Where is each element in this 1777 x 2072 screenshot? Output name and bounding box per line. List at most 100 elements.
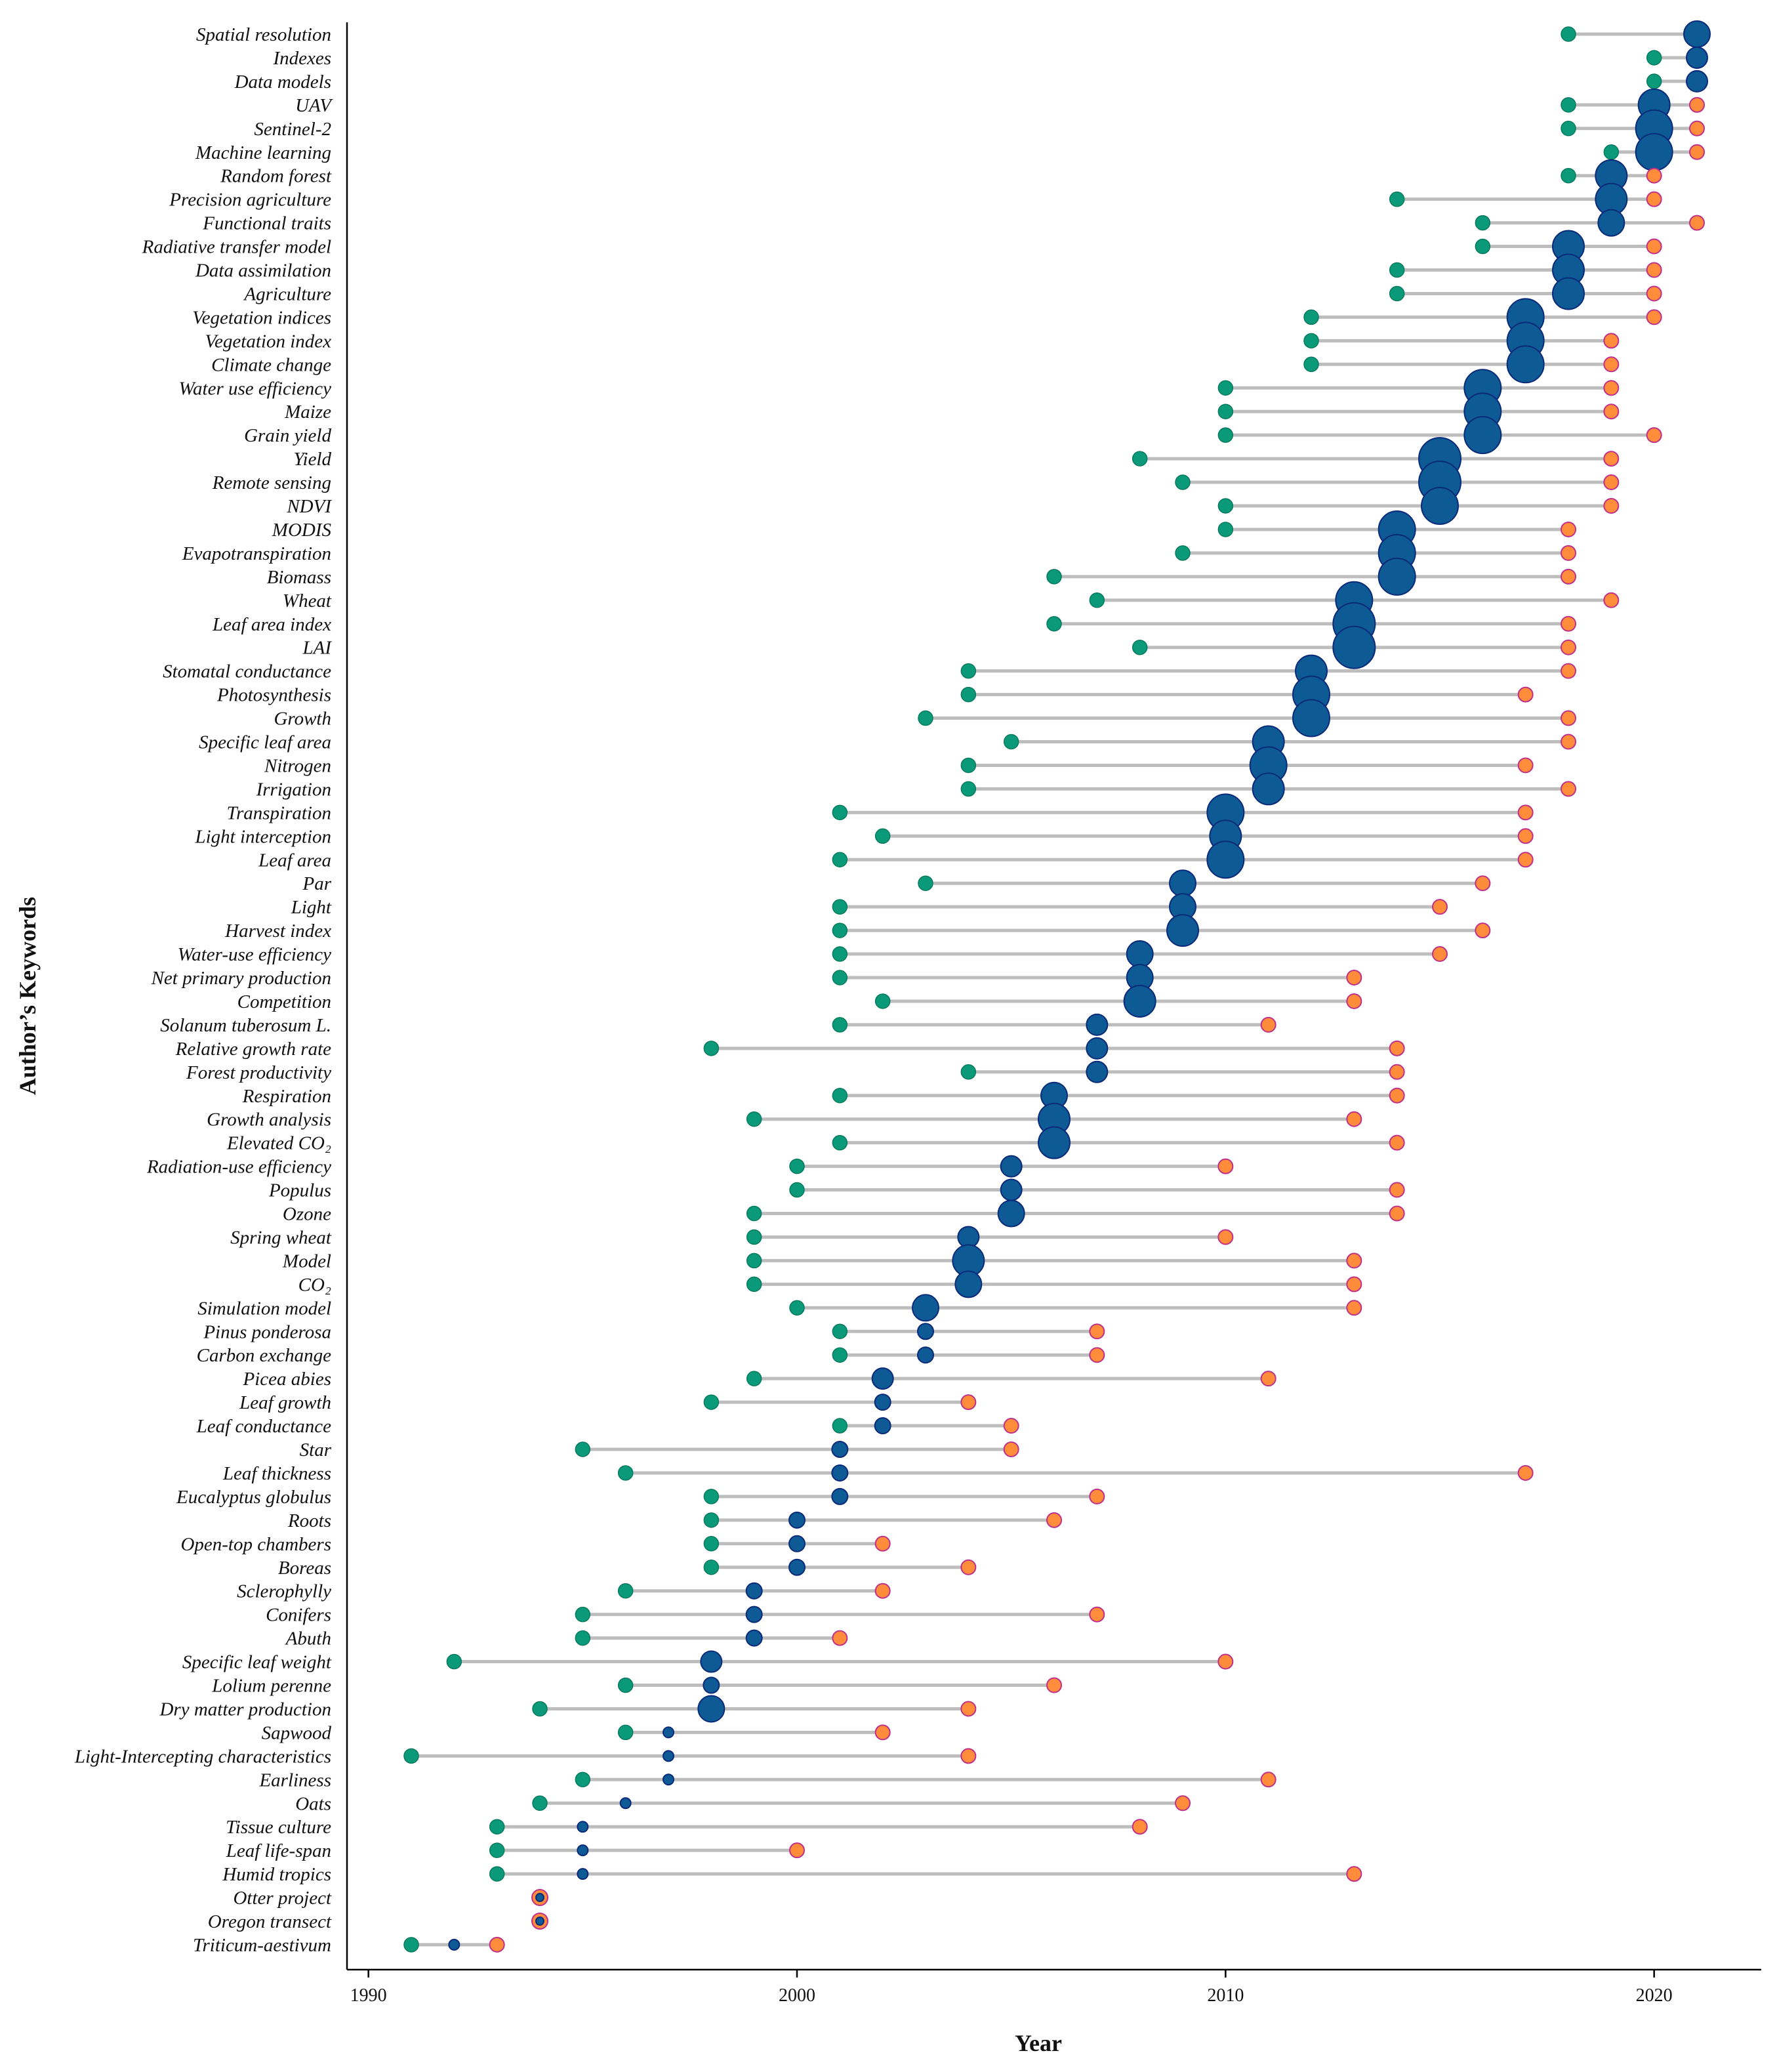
keyword-label: Populus [268, 1180, 331, 1201]
start-point [617, 1583, 634, 1599]
end-point [1260, 1772, 1277, 1788]
end-point [1603, 474, 1620, 491]
end-point [1689, 120, 1705, 136]
peak-point [535, 1893, 544, 1903]
end-point [789, 1842, 805, 1859]
end-point [1646, 191, 1662, 207]
keyword-label: Competition [237, 991, 331, 1012]
keyword-label: Otter project [233, 1888, 331, 1909]
start-point [832, 1017, 848, 1033]
keyword-label: Par [302, 873, 332, 894]
keyword-label: Agriculture [243, 283, 331, 304]
keyword-label: Star [300, 1440, 332, 1461]
start-point [1561, 97, 1576, 113]
start-point [918, 710, 933, 726]
peak-point [912, 1294, 939, 1322]
end-point [1561, 734, 1576, 750]
start-point [746, 1229, 762, 1245]
peak-point [1683, 20, 1711, 48]
keyword-label: Precision agriculture [169, 190, 331, 211]
keyword-label: Spring wheat [230, 1227, 332, 1248]
end-point [1603, 592, 1620, 608]
keyword-label: Oregon transect [208, 1911, 332, 1932]
x-tick-label: 2000 [779, 1985, 815, 2006]
start-point [532, 1795, 548, 1811]
start-point [1003, 734, 1019, 750]
start-point [832, 1418, 848, 1434]
peak-point [1552, 277, 1585, 310]
start-point [703, 1489, 720, 1504]
keyword-label: Light interception [194, 826, 331, 847]
start-point [703, 1394, 720, 1410]
end-point [1689, 144, 1705, 160]
start-point [789, 1300, 805, 1316]
start-point [960, 686, 977, 703]
peak-point [663, 1750, 674, 1762]
start-point [832, 1134, 848, 1151]
peak-point [1166, 914, 1199, 947]
start-point [832, 1323, 848, 1339]
end-point [1432, 899, 1448, 915]
start-point [832, 899, 848, 915]
peak-point [874, 1417, 891, 1435]
keyword-label: Tissue culture [226, 1817, 331, 1838]
start-point [1132, 639, 1148, 655]
keyword-label: Model [282, 1251, 331, 1272]
keyword-label: Radiative transfer model [142, 237, 331, 258]
keyword-label: Evapotranspiration [182, 543, 331, 564]
start-point [1303, 356, 1319, 373]
peak-point [1252, 772, 1285, 806]
end-point [1561, 639, 1576, 655]
start-point [489, 1842, 505, 1858]
end-point [1432, 946, 1448, 963]
end-point [1561, 568, 1576, 585]
start-point [960, 663, 977, 679]
end-point [1217, 1158, 1234, 1174]
peak-point [1597, 209, 1625, 237]
start-point [1646, 50, 1662, 66]
keyword-label: Random forest [220, 166, 332, 187]
end-point [1561, 663, 1576, 679]
start-point [1217, 498, 1234, 514]
end-point [1089, 1347, 1105, 1363]
end-point [1475, 922, 1491, 939]
peak-point [917, 1323, 934, 1340]
start-point [874, 993, 891, 1009]
start-point [575, 1772, 591, 1788]
end-point [960, 1748, 977, 1764]
end-point [1517, 1464, 1534, 1481]
end-point [960, 1394, 977, 1411]
start-point [1475, 238, 1491, 255]
keyword-label: Sclerophylly [237, 1581, 331, 1602]
end-point [1561, 781, 1576, 797]
keyword-label: Dry matter production [159, 1699, 331, 1720]
start-point [617, 1465, 634, 1481]
peak-point [535, 1917, 544, 1926]
keyword-label: Abuth [285, 1628, 331, 1649]
keyword-label: Irrigation [256, 779, 331, 800]
peak-point [448, 1938, 460, 1951]
end-point [1561, 545, 1576, 561]
keyword-label: Spatial resolution [196, 24, 331, 45]
keyword-label: LAI [302, 638, 333, 659]
keyword-label: Open-top chambers [180, 1534, 331, 1555]
start-point [1132, 451, 1148, 466]
start-point [832, 1347, 848, 1363]
end-point [1389, 1182, 1405, 1198]
end-point [1089, 1323, 1105, 1340]
keyword-label: Humid tropics [222, 1864, 331, 1885]
start-point [489, 1866, 505, 1882]
keyword-label: Water-use efficiency [178, 944, 331, 965]
peak-point [1206, 840, 1245, 879]
start-point [532, 1701, 548, 1717]
peak-point [577, 1868, 589, 1880]
peak-point [788, 1511, 806, 1529]
peak-point [1378, 557, 1416, 596]
end-point [1089, 1488, 1105, 1504]
keyword-label: Sentinel-2 [254, 119, 331, 140]
end-point [1603, 451, 1620, 467]
start-point [617, 1677, 634, 1693]
end-point [1389, 1040, 1405, 1056]
peak-point [954, 1270, 983, 1298]
peak-point [1086, 1013, 1109, 1036]
